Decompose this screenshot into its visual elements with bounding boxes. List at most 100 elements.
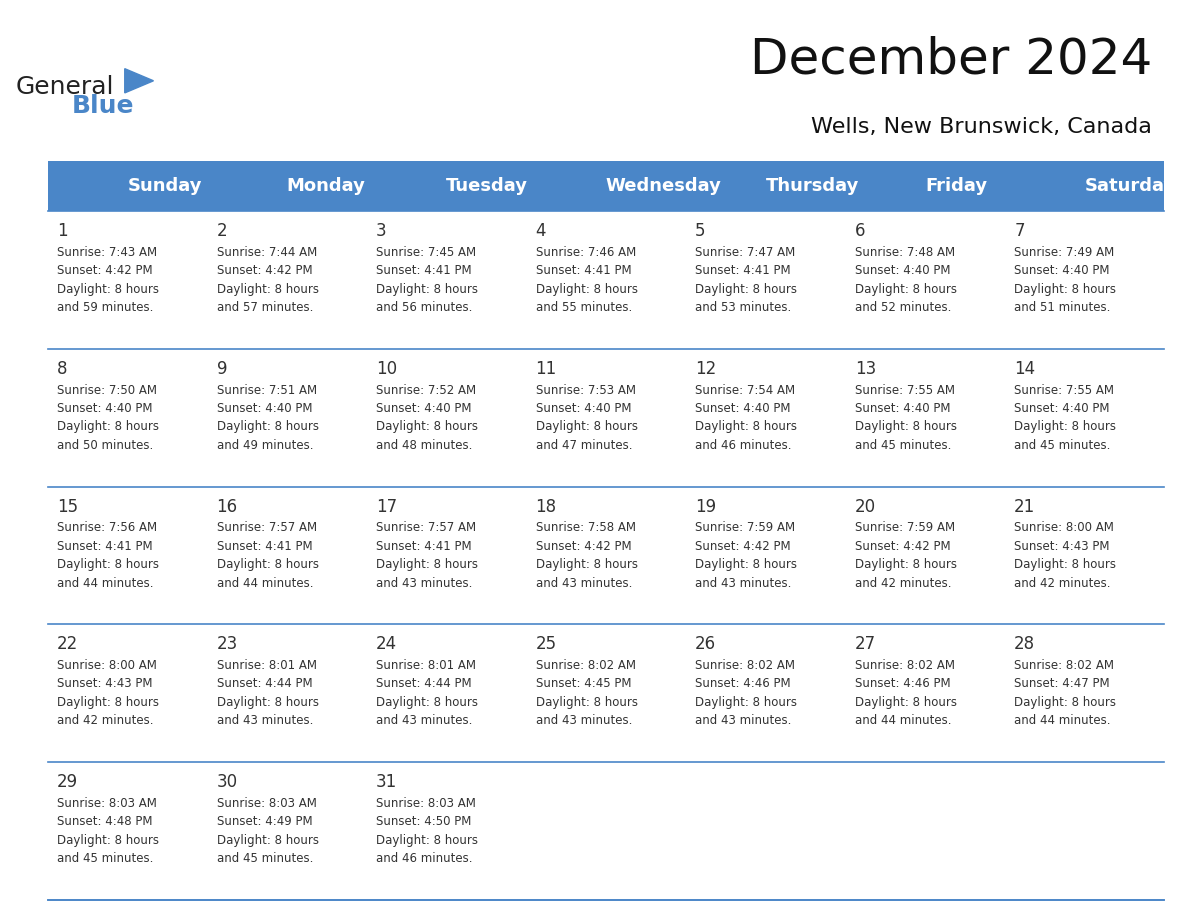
Text: 2: 2 [216,222,227,241]
Text: Daylight: 8 hours: Daylight: 8 hours [695,558,797,571]
Text: Sunday: Sunday [127,177,202,195]
Text: Sunset: 4:50 PM: Sunset: 4:50 PM [377,815,472,828]
Text: Sunset: 4:47 PM: Sunset: 4:47 PM [1015,677,1110,690]
Text: 9: 9 [216,360,227,378]
FancyBboxPatch shape [48,762,1164,900]
Text: Daylight: 8 hours: Daylight: 8 hours [854,420,956,433]
Text: Sunset: 4:44 PM: Sunset: 4:44 PM [377,677,472,690]
Text: December 2024: December 2024 [750,36,1152,84]
Text: 6: 6 [854,222,865,241]
Text: Sunrise: 7:44 AM: Sunrise: 7:44 AM [216,246,317,259]
Text: Sunrise: 7:58 AM: Sunrise: 7:58 AM [536,521,636,534]
Text: and 44 minutes.: and 44 minutes. [854,714,952,727]
Text: 28: 28 [1015,635,1035,654]
Text: Daylight: 8 hours: Daylight: 8 hours [695,420,797,433]
Text: Daylight: 8 hours: Daylight: 8 hours [57,420,159,433]
Text: Daylight: 8 hours: Daylight: 8 hours [377,420,478,433]
Text: Sunrise: 7:50 AM: Sunrise: 7:50 AM [57,384,157,397]
Text: 8: 8 [57,360,68,378]
Text: Daylight: 8 hours: Daylight: 8 hours [854,558,956,571]
Text: 20: 20 [854,498,876,516]
Text: and 44 minutes.: and 44 minutes. [57,577,153,589]
Text: Sunrise: 8:02 AM: Sunrise: 8:02 AM [695,659,795,672]
Text: and 47 minutes.: and 47 minutes. [536,439,632,452]
Text: Sunrise: 8:02 AM: Sunrise: 8:02 AM [1015,659,1114,672]
Text: and 56 minutes.: and 56 minutes. [377,301,473,314]
Text: Daylight: 8 hours: Daylight: 8 hours [854,283,956,296]
Text: Daylight: 8 hours: Daylight: 8 hours [216,834,318,846]
Text: Sunrise: 7:52 AM: Sunrise: 7:52 AM [377,384,476,397]
Text: 1: 1 [57,222,68,241]
Text: and 53 minutes.: and 53 minutes. [695,301,791,314]
Text: Sunrise: 7:55 AM: Sunrise: 7:55 AM [854,384,955,397]
Text: Sunset: 4:46 PM: Sunset: 4:46 PM [695,677,791,690]
Text: 18: 18 [536,498,557,516]
Text: and 43 minutes.: and 43 minutes. [536,577,632,589]
FancyBboxPatch shape [48,487,1164,624]
Text: Daylight: 8 hours: Daylight: 8 hours [57,283,159,296]
Text: and 50 minutes.: and 50 minutes. [57,439,153,452]
Text: Sunrise: 7:51 AM: Sunrise: 7:51 AM [216,384,317,397]
Text: Daylight: 8 hours: Daylight: 8 hours [377,696,478,709]
Text: Daylight: 8 hours: Daylight: 8 hours [377,558,478,571]
Text: 17: 17 [377,498,397,516]
Text: 24: 24 [377,635,397,654]
Text: Sunset: 4:48 PM: Sunset: 4:48 PM [57,815,152,828]
Text: Blue: Blue [72,95,134,118]
Text: Daylight: 8 hours: Daylight: 8 hours [1015,420,1117,433]
Text: Daylight: 8 hours: Daylight: 8 hours [536,696,638,709]
Text: 7: 7 [1015,222,1025,241]
Text: Daylight: 8 hours: Daylight: 8 hours [1015,696,1117,709]
Text: 3: 3 [377,222,387,241]
FancyBboxPatch shape [48,624,1164,762]
Text: 14: 14 [1015,360,1035,378]
Text: Sunset: 4:42 PM: Sunset: 4:42 PM [695,540,791,553]
Text: Sunrise: 7:59 AM: Sunrise: 7:59 AM [854,521,955,534]
Text: Daylight: 8 hours: Daylight: 8 hours [57,696,159,709]
Text: Sunset: 4:42 PM: Sunset: 4:42 PM [536,540,631,553]
Text: Daylight: 8 hours: Daylight: 8 hours [216,283,318,296]
Text: Friday: Friday [925,177,987,195]
Text: Sunrise: 8:03 AM: Sunrise: 8:03 AM [216,797,316,810]
Text: Sunset: 4:45 PM: Sunset: 4:45 PM [536,677,631,690]
Text: 31: 31 [377,773,397,791]
Text: and 48 minutes.: and 48 minutes. [377,439,473,452]
Text: Sunrise: 7:57 AM: Sunrise: 7:57 AM [216,521,317,534]
Text: 29: 29 [57,773,78,791]
Text: Sunrise: 8:03 AM: Sunrise: 8:03 AM [57,797,157,810]
Text: and 57 minutes.: and 57 minutes. [216,301,312,314]
Text: Sunrise: 8:03 AM: Sunrise: 8:03 AM [377,797,476,810]
Text: and 42 minutes.: and 42 minutes. [57,714,153,727]
Text: Wells, New Brunswick, Canada: Wells, New Brunswick, Canada [811,117,1152,137]
Text: Sunset: 4:41 PM: Sunset: 4:41 PM [536,264,631,277]
Text: Sunrise: 8:02 AM: Sunrise: 8:02 AM [854,659,955,672]
Text: 21: 21 [1015,498,1036,516]
Text: Sunset: 4:40 PM: Sunset: 4:40 PM [57,402,152,415]
Text: 30: 30 [216,773,238,791]
Text: Sunrise: 8:00 AM: Sunrise: 8:00 AM [1015,521,1114,534]
Text: Sunrise: 7:45 AM: Sunrise: 7:45 AM [377,246,476,259]
Text: Daylight: 8 hours: Daylight: 8 hours [216,558,318,571]
Text: Tuesday: Tuesday [447,177,529,195]
Text: Sunset: 4:40 PM: Sunset: 4:40 PM [377,402,472,415]
Text: Sunrise: 7:43 AM: Sunrise: 7:43 AM [57,246,157,259]
Text: Sunrise: 8:00 AM: Sunrise: 8:00 AM [57,659,157,672]
Text: Sunset: 4:46 PM: Sunset: 4:46 PM [854,677,950,690]
Text: Daylight: 8 hours: Daylight: 8 hours [57,558,159,571]
Text: Sunset: 4:41 PM: Sunset: 4:41 PM [377,264,472,277]
Text: 26: 26 [695,635,716,654]
Text: Sunrise: 7:59 AM: Sunrise: 7:59 AM [695,521,795,534]
Text: and 42 minutes.: and 42 minutes. [1015,577,1111,589]
Text: 5: 5 [695,222,706,241]
Text: Sunset: 4:41 PM: Sunset: 4:41 PM [216,540,312,553]
Text: Monday: Monday [286,177,366,195]
Text: Daylight: 8 hours: Daylight: 8 hours [536,283,638,296]
Text: Daylight: 8 hours: Daylight: 8 hours [854,696,956,709]
Text: and 49 minutes.: and 49 minutes. [216,439,314,452]
Text: 19: 19 [695,498,716,516]
Text: Daylight: 8 hours: Daylight: 8 hours [1015,558,1117,571]
Text: Sunset: 4:40 PM: Sunset: 4:40 PM [1015,402,1110,415]
Text: 27: 27 [854,635,876,654]
Text: Sunset: 4:40 PM: Sunset: 4:40 PM [1015,264,1110,277]
Text: Sunrise: 7:56 AM: Sunrise: 7:56 AM [57,521,157,534]
